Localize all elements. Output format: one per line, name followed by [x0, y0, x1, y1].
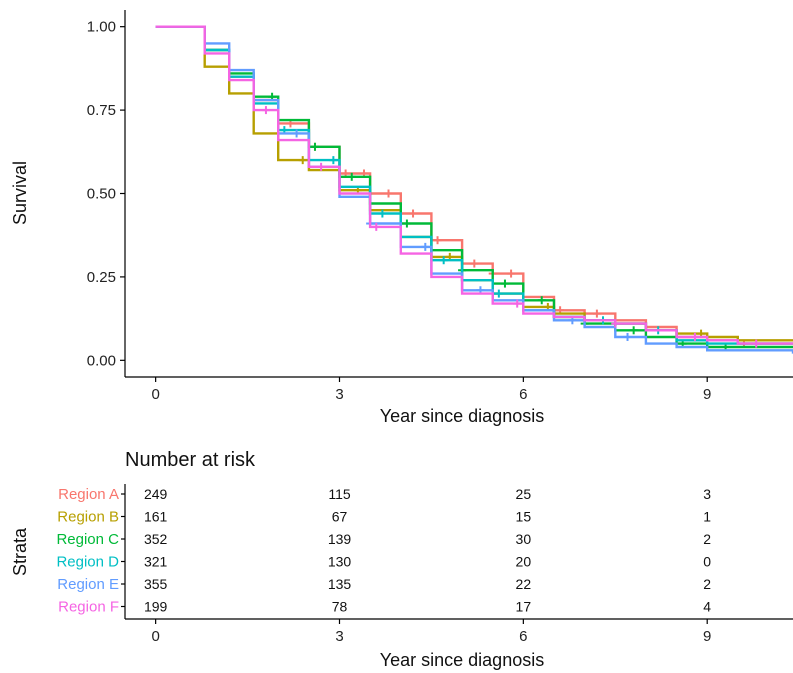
risk-count: 78	[332, 599, 348, 615]
risk-x-tick-label: 3	[335, 628, 343, 645]
series-region-f	[155, 25, 793, 348]
risk-count: 30	[516, 531, 532, 547]
censor-mark	[347, 172, 356, 181]
risk-count: 22	[516, 576, 532, 592]
risk-row-region-a: Region A 249 115 25 3	[58, 486, 711, 503]
risk-count: 0	[703, 554, 711, 570]
censor-mark	[372, 222, 381, 231]
censor-mark	[402, 219, 411, 228]
strata-label: Region E	[57, 576, 119, 593]
strata-label: Region A	[58, 486, 119, 503]
y-tick-label: 0.25	[87, 269, 116, 286]
censor-mark	[494, 289, 503, 298]
risk-count: 130	[328, 554, 352, 570]
censor-mark	[261, 106, 270, 115]
survival-plot: Survival 0.00 0.25 0.50 0.75 1.00 0 3 6 9 Year …	[10, 10, 793, 426]
censor-mark	[378, 209, 387, 218]
survival-curve-region-f	[155, 25, 793, 345]
risk-row-region-d: Region D 321 130 20 0	[56, 554, 711, 571]
series-region-c	[155, 25, 793, 351]
y-axis-title: Survival	[10, 161, 30, 225]
censor-mark	[752, 339, 761, 348]
risk-row-region-c: Region C 352 139 30 2	[56, 531, 711, 548]
risk-x-axis-ticks: 0 3 6 9	[151, 619, 711, 645]
risk-x-axis-title: Year since diagnosis	[380, 650, 544, 670]
risk-count: 115	[328, 486, 351, 502]
censor-mark	[470, 259, 479, 268]
risk-count: 67	[332, 509, 348, 525]
y-tick-label: 0.75	[87, 102, 116, 119]
censor-mark	[317, 162, 326, 171]
risk-count: 249	[144, 486, 168, 502]
censor-mark	[310, 142, 319, 151]
y-axis-ticks: 0.00 0.25 0.50 0.75 1.00	[87, 19, 125, 369]
censor-mark	[611, 319, 620, 328]
censor-mark	[629, 326, 638, 335]
risk-count: 139	[328, 531, 352, 547]
y-tick-label: 0.00	[87, 352, 116, 369]
y-tick-label: 1.00	[87, 19, 116, 36]
censor-mark	[421, 242, 430, 251]
risk-x-tick-label: 6	[519, 628, 527, 645]
risk-count: 25	[516, 486, 532, 502]
risk-count: 4	[703, 599, 711, 615]
risk-count: 355	[144, 576, 168, 592]
risk-table-title: Number at risk	[125, 449, 256, 471]
risk-count: 15	[516, 509, 532, 525]
y-tick-label: 0.50	[87, 186, 116, 203]
series-region-a	[155, 25, 793, 348]
x-tick-label: 9	[703, 386, 711, 403]
censor-mark	[507, 269, 516, 278]
risk-table: Number at risk Strata Region A 249 115 25 3R…	[10, 449, 793, 670]
x-axis-ticks: 0 3 6 9	[151, 377, 711, 403]
risk-count: 135	[328, 576, 352, 592]
risk-count: 17	[516, 599, 532, 615]
censor-mark	[592, 309, 601, 318]
x-axis-title: Year since diagnosis	[380, 406, 544, 426]
x-tick-label: 6	[519, 386, 527, 403]
risk-x-tick-label: 9	[703, 628, 711, 645]
risk-x-tick-label: 0	[151, 628, 159, 645]
censor-mark	[433, 236, 442, 245]
censor-mark	[329, 156, 338, 165]
censor-mark	[500, 279, 509, 288]
strata-label: Region C	[56, 531, 119, 548]
risk-row-region-f: Region F 199 78 17 4	[58, 599, 711, 616]
risk-count: 2	[703, 576, 711, 592]
censor-mark	[690, 332, 699, 341]
risk-count: 1	[703, 509, 711, 525]
censor-mark	[384, 189, 393, 198]
strata-label: Region F	[58, 599, 119, 616]
x-tick-label: 0	[151, 386, 159, 403]
survival-curves	[155, 25, 793, 354]
risk-count: 352	[144, 531, 168, 547]
x-tick-label: 3	[335, 386, 343, 403]
censor-mark	[537, 296, 546, 305]
risk-count: 20	[516, 554, 532, 570]
strata-axis-title: Strata	[10, 527, 30, 576]
risk-count: 2	[703, 531, 711, 547]
censor-mark	[292, 129, 301, 138]
strata-label: Region D	[56, 554, 119, 571]
risk-count: 3	[703, 486, 711, 502]
censor-mark	[623, 332, 632, 341]
risk-count: 199	[144, 599, 168, 615]
risk-count: 161	[144, 509, 168, 525]
strata-label: Region B	[57, 509, 119, 526]
risk-row-region-b: Region B 161 67 15 1	[57, 509, 711, 526]
risk-row-region-e: Region E 355 135 22 2	[57, 576, 711, 593]
censor-mark	[439, 256, 448, 265]
censor-mark	[409, 209, 418, 218]
risk-count: 321	[144, 554, 168, 570]
censor-mark	[298, 156, 307, 165]
survival-curve-region-c	[155, 25, 793, 349]
censor-mark	[513, 299, 522, 308]
